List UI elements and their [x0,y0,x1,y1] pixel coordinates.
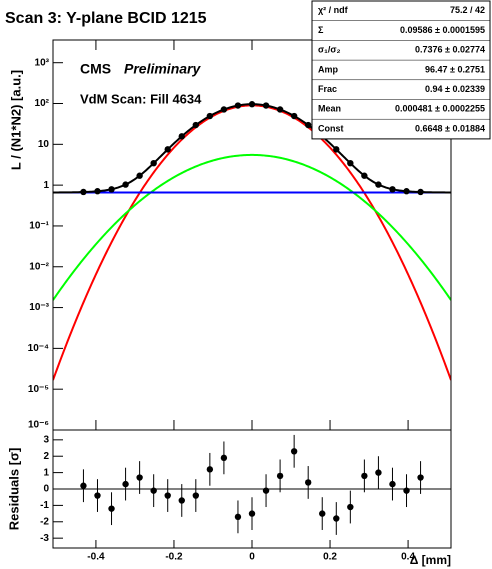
residual-point [304,479,312,486]
data-point [206,112,214,120]
residual-point [234,513,242,521]
x-tick-label: -0.2 [165,552,183,563]
data-point [276,106,284,113]
residual-point [347,503,354,511]
residual-point [290,448,298,455]
bottom-frame [52,429,452,549]
residual-point [136,474,143,481]
stats-value: 75.2 / 42 [450,5,485,15]
residual-axis-label: Residuals [σ] [6,448,21,531]
stats-frame [311,0,491,140]
stats-label: Mean [318,104,341,114]
stats-value: 0.000481 ± 0.0002255 [395,104,485,114]
data-point [94,188,101,195]
data-point [192,121,200,129]
y-tick-label: 10⁻⁴ [28,343,49,354]
stats-value: 96.47 ± 0.2751 [425,64,485,74]
stats-label: Frac [318,84,337,94]
x-tick-label: 0.2 [323,552,337,563]
residual-point [417,474,424,481]
data-point [333,146,340,153]
data-point [290,112,298,120]
stats-value: 0.94 ± 0.02339 [425,84,485,94]
residual-point [333,515,340,522]
y-tick-label: 3 [43,434,49,445]
residual-point [122,480,129,488]
residual-point [94,492,101,499]
data-point [220,106,228,113]
y-tick-label: 10⁻² [29,261,49,272]
data-point [389,186,396,193]
residual-point [276,472,284,480]
residual-point [164,492,171,499]
residual-point [248,510,256,517]
y-tick-label: -1 [40,500,49,511]
stats-label: σ₁/σ₂ [318,45,341,55]
data-point [375,181,382,188]
y-tick-label: 10⁻¹ [29,221,49,232]
y-tick-label: 1 [43,180,49,191]
data-point [150,159,157,167]
y-axis-label: L / (N1*N2) [a.u.] [8,70,23,170]
y-tick-label: -2 [40,516,49,527]
data-point [403,188,410,195]
residual-point [389,480,396,488]
stats-value: 0.09586 ± 0.0001595 [400,25,485,35]
stats-label: Const [318,123,344,133]
residual-point [108,505,115,512]
y-tick-label: 10⁻⁶ [28,420,49,431]
data-point [262,102,270,109]
fill-label: VdM Scan: Fill 4634 [80,91,202,106]
x-axis-label: Δ [mm] [410,553,451,567]
data-point [304,121,312,129]
stats-value: 0.6648 ± 0.01884 [415,123,485,133]
residual-point [80,482,87,489]
y-tick-label: 10³ [35,57,50,68]
y-tick-label: 10⁻³ [29,302,49,313]
data-point [178,133,185,140]
stats-label: Amp [318,64,339,74]
y-tick-label: 10⁻⁵ [28,384,49,395]
residual-point [220,454,228,462]
y-tick-label: 0 [43,484,49,495]
fit-component [53,153,451,301]
plot-area: 10³10²10110⁻¹10⁻²10⁻³10⁻⁴10⁻⁵10⁻⁶-3-2-10… [28,40,451,563]
data-point [347,159,354,167]
stats-label: Σ [318,25,324,35]
y-tick-label: 10 [38,139,50,150]
data-point [234,102,242,109]
data-point [122,181,129,188]
residual-point [262,487,270,494]
residual-point [319,510,326,517]
chart-title: Scan 3: Y-plane BCID 1215 [5,10,207,27]
residual-point [178,497,185,504]
data-point [361,172,368,179]
y-tick-label: -3 [40,533,49,544]
data-point [80,188,87,196]
preliminary-label: Preliminary [124,61,201,77]
cms-label: CMS [80,61,111,77]
residual-point [375,469,382,476]
data-point [108,186,115,193]
x-tick-label: 0 [249,552,255,563]
data-point [164,146,171,153]
y-tick-label: 1 [43,467,49,478]
residual-point [192,492,200,499]
y-tick-label: 2 [43,451,49,462]
residual-point [150,487,157,494]
residual-point [361,472,368,480]
residual-point [206,466,214,473]
stats-label: χ² / ndf [318,5,349,15]
stats-value: 0.7376 ± 0.02774 [415,45,485,55]
stats-box: χ² / ndf 75.2 / 42 Σ 0.09586 ± 0.0001595 σ₁/… [311,0,491,140]
residual-point [403,487,410,494]
x-tick-label: 0.4 [401,552,415,563]
y-tick-label: 10² [35,98,50,109]
data-point [248,101,256,108]
data-point [417,188,424,196]
x-tick-label: -0.4 [87,552,105,563]
data-point [136,172,143,179]
